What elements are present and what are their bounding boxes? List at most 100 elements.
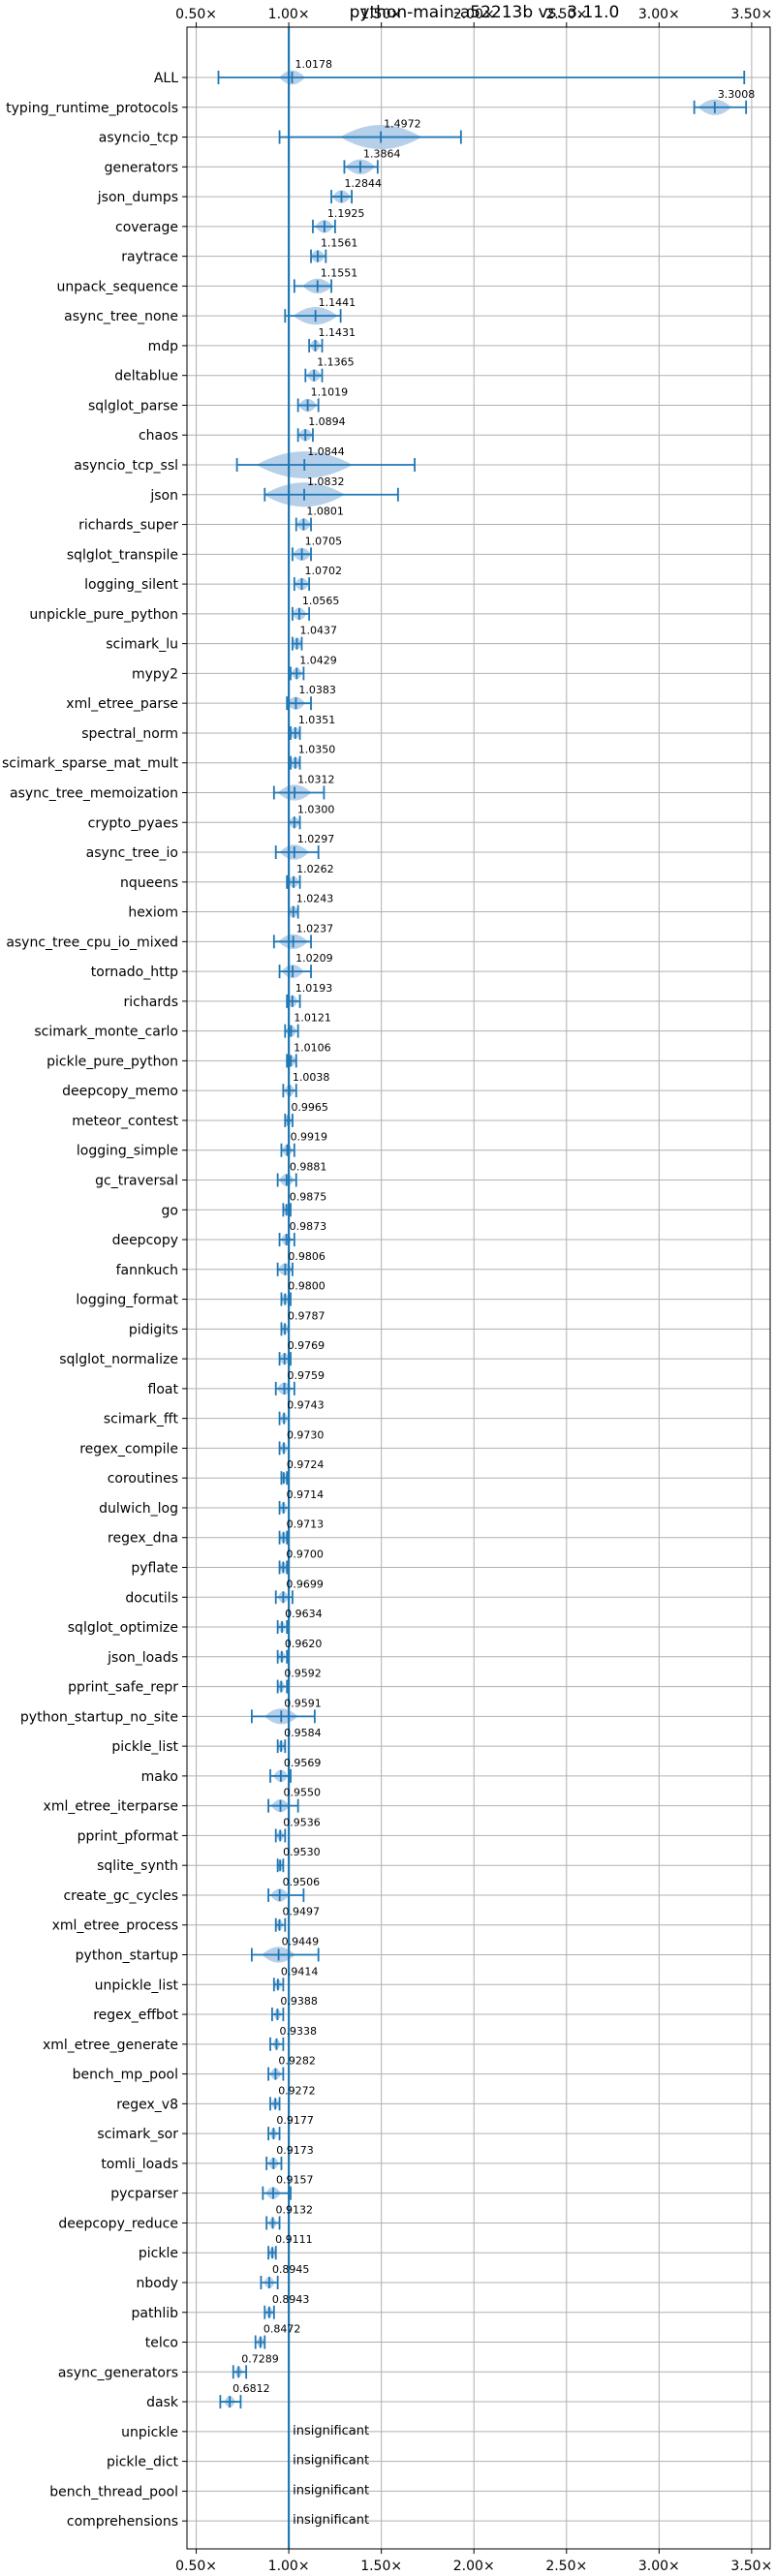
benchmark-name: ALL xyxy=(154,71,178,86)
median-value-label: 0.9569 xyxy=(284,1757,322,1769)
median-value-label: 0.9282 xyxy=(278,2055,316,2068)
median-value-label: 1.1365 xyxy=(317,356,355,369)
benchmark-name: coroutines xyxy=(108,1471,178,1487)
x-tick-label-top: 1.00× xyxy=(268,7,310,22)
benchmark-name: pidigits xyxy=(129,1322,178,1337)
x-tick-label-top: 2.00× xyxy=(453,7,495,22)
benchmark-name: logging_simple xyxy=(77,1144,178,1159)
median-value-label: 1.0038 xyxy=(293,1071,330,1084)
median-value-label: 0.9759 xyxy=(288,1369,326,1382)
median-value-label: 0.9272 xyxy=(278,2084,316,2097)
median-value-label: 1.0565 xyxy=(302,595,340,607)
median-value-label: 0.9724 xyxy=(287,1458,325,1471)
median-value-label: 1.0844 xyxy=(307,445,345,458)
benchmark-name: pickle xyxy=(139,2246,178,2261)
benchmark-name: regex_dna xyxy=(108,1531,178,1547)
median-value-label: 1.1561 xyxy=(321,237,358,250)
median-value-label: 1.0702 xyxy=(305,565,343,577)
benchmark-name: fannkuch xyxy=(116,1263,178,1278)
insignificant-label: insignificant xyxy=(293,2513,369,2528)
plot-frame xyxy=(186,26,771,2550)
x-tick-label-top: 2.50× xyxy=(545,7,587,22)
median-value-label: 0.9132 xyxy=(276,2203,314,2216)
benchmark-name: scimark_sor xyxy=(97,2127,178,2142)
benchmark-name: meteor_contest xyxy=(72,1114,178,1129)
x-tick-label-bottom: 2.50× xyxy=(545,2559,587,2574)
median-value-label: 1.0106 xyxy=(294,1041,331,1054)
benchmark-name: sqlglot_optimize xyxy=(68,1620,178,1636)
benchmark-name: mdp xyxy=(148,339,179,354)
median-value-label: 0.7289 xyxy=(241,2352,279,2365)
x-tick-label-top: 3.00× xyxy=(638,7,680,22)
median-value-label: 0.8943 xyxy=(272,2293,310,2306)
median-value-label: 0.8472 xyxy=(264,2323,301,2336)
median-value-label: 0.9713 xyxy=(287,1518,325,1531)
median-value-label: 0.9875 xyxy=(290,1190,327,1203)
median-value-label: 1.0429 xyxy=(299,654,337,666)
value-labels: 1.0178 3.3008 1.4972 1.3864 1.2844 1.1925 1.15… xyxy=(232,58,755,2528)
median-value-label: 0.9550 xyxy=(284,1787,322,1799)
median-value-label: 1.0437 xyxy=(299,625,337,637)
x-tick-label-bottom: 2.00× xyxy=(453,2559,495,2574)
benchmark-name: tornado_http xyxy=(91,965,178,980)
benchmark-name: scimark_sparse_mat_mult xyxy=(2,756,178,772)
benchmark-name: mypy2 xyxy=(132,666,178,682)
median-value-label: 0.9800 xyxy=(288,1280,326,1293)
benchmark-name: async_tree_cpu_io_mixed xyxy=(6,935,178,950)
x-tick-label-top: 0.50× xyxy=(175,7,217,22)
benchmark-name: scimark_lu xyxy=(106,637,178,653)
median-value-label: 1.0193 xyxy=(295,982,333,995)
median-value-label: 1.0237 xyxy=(296,922,334,935)
median-value-label: 1.1925 xyxy=(327,207,365,220)
median-value-label: 0.9699 xyxy=(286,1578,324,1590)
benchmark-name: json_dumps xyxy=(97,190,178,205)
benchmark-name: async_tree_memoization xyxy=(10,785,178,801)
benchmark-name: chaos xyxy=(139,428,178,444)
benchmark-name: mako xyxy=(141,1769,178,1785)
median-value-label: 1.0350 xyxy=(298,744,336,756)
x-tick-label-top: 3.50× xyxy=(730,7,772,22)
y-tick-labels: ALL typing_runtime_protocols asyncio_tcpge… xyxy=(2,71,187,2530)
median-value-label: 0.9173 xyxy=(276,2144,314,2157)
median-value-label: 0.9506 xyxy=(283,1876,321,1888)
median-value-label: 1.0209 xyxy=(295,952,333,965)
median-value-label: 1.0121 xyxy=(294,1012,331,1025)
x-tick-label-bottom: 0.50× xyxy=(175,2559,217,2574)
median-value-label: 1.0383 xyxy=(298,684,336,696)
x-tick-label-bottom: 1.00× xyxy=(268,2559,310,2574)
insignificant-label: insignificant xyxy=(293,2454,369,2469)
benchmark-name: logging_silent xyxy=(84,577,178,593)
benchmark-name: async_tree_io xyxy=(86,845,178,861)
median-value-label: 0.9873 xyxy=(290,1220,327,1233)
median-value-label: 1.0832 xyxy=(307,475,345,488)
benchmark-name: xml_etree_iterparse xyxy=(44,1799,178,1815)
x-tick-label-bottom: 3.00× xyxy=(638,2559,680,2574)
benchmark-name: richards xyxy=(124,995,179,1010)
benchmark-name: pickle_list xyxy=(111,1739,178,1755)
median-value-label: 0.9919 xyxy=(291,1131,328,1144)
median-value-label: 0.9584 xyxy=(284,1727,322,1739)
median-value-label: 1.0178 xyxy=(295,58,333,71)
median-value-label: 1.0300 xyxy=(297,803,335,815)
x-tick-labels: 0.50× 0.50× 1.00× 1.00× 1.50× 1.50× 2.00× 2.00×… xyxy=(175,7,772,2574)
benchmark-name: unpickle xyxy=(121,2425,178,2440)
insignificant-label: insignificant xyxy=(293,2483,369,2498)
insignificant-label: insignificant xyxy=(293,2424,369,2438)
benchmark-name: pyflate xyxy=(131,1561,178,1577)
benchmark-name: dulwich_log xyxy=(99,1501,178,1517)
benchmark-name: sqlglot_transpile xyxy=(67,547,178,563)
median-value-label: 0.9806 xyxy=(288,1250,326,1263)
benchmark-name: hexiom xyxy=(128,905,178,921)
median-value-label: 1.0801 xyxy=(306,506,344,518)
median-value-label: 1.2844 xyxy=(344,177,382,190)
benchmark-name: raytrace xyxy=(121,250,178,265)
median-value-label: 0.9536 xyxy=(283,1816,321,1828)
benchmark-name: python_startup xyxy=(76,1948,178,1964)
benchmark-name: nqueens xyxy=(120,875,178,891)
benchmark-name: xml_etree_generate xyxy=(43,2038,178,2053)
benchmark-name: typing_runtime_protocols xyxy=(6,101,178,116)
benchmark-name: bench_thread_pool xyxy=(49,2484,178,2499)
benchmark-name: json_loads xyxy=(107,1650,178,1666)
benchmark-name: telco xyxy=(145,2336,178,2351)
x-tick-label-top: 1.50× xyxy=(360,7,402,22)
